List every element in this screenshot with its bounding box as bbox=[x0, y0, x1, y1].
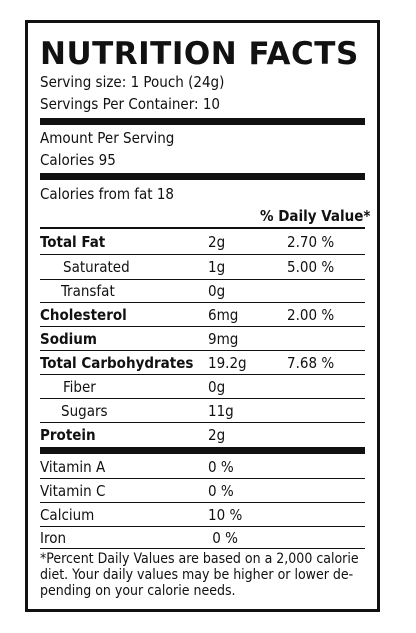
row-divider bbox=[40, 548, 365, 549]
daily-value-header: % Daily Value* bbox=[260, 207, 371, 225]
thick-divider bbox=[40, 173, 365, 180]
nutrient-amount: 6mg bbox=[208, 306, 239, 324]
vitamin-name: Calcium bbox=[40, 506, 95, 524]
nutrient-name: Total Fat bbox=[40, 233, 106, 251]
row-divider bbox=[40, 478, 365, 479]
nutrient-daily-value: 7.68 % bbox=[287, 354, 335, 372]
nutrient-amount: 0g bbox=[208, 282, 226, 300]
nutrition-facts-panel: NUTRITION FACTS Serving size: 1 Pouch (2… bbox=[25, 20, 380, 612]
nutrient-amount: 1g bbox=[208, 258, 226, 276]
row-divider bbox=[40, 422, 365, 423]
row-divider bbox=[40, 326, 365, 327]
nutrient-daily-value: 2.00 % bbox=[287, 306, 335, 324]
vitamin-name: Iron bbox=[40, 529, 67, 547]
nutrient-name: Total Carbohydrates bbox=[40, 354, 194, 372]
nutrient-daily-value: 5.00 % bbox=[287, 258, 335, 276]
row-divider bbox=[40, 254, 365, 255]
nutrient-amount: 9mg bbox=[208, 330, 239, 348]
nutrient-daily-value: 2.70 % bbox=[287, 233, 335, 251]
vitamin-daily-value: 0 % bbox=[208, 458, 234, 476]
nutrient-amount: 2g bbox=[208, 426, 226, 444]
thick-divider bbox=[40, 118, 365, 125]
servings-per-container: Servings Per Container: 10 bbox=[40, 95, 221, 113]
row-divider bbox=[40, 350, 365, 351]
footnote: *Percent Daily Values are based on a 2,0… bbox=[40, 551, 359, 599]
nutrient-name: Transfat bbox=[61, 282, 115, 300]
vitamin-name: Vitamin A bbox=[40, 458, 106, 476]
nutrient-amount: 11g bbox=[208, 402, 234, 420]
row-divider bbox=[40, 502, 365, 503]
vitamin-daily-value: 0 % bbox=[208, 529, 238, 547]
calories: Calories 95 bbox=[40, 151, 116, 169]
row-divider bbox=[40, 398, 365, 399]
medium-divider bbox=[40, 227, 365, 229]
calories-from-fat: Calories from fat 18 bbox=[40, 185, 175, 203]
nutrition-title: NUTRITION FACTS bbox=[40, 36, 359, 72]
thick-divider bbox=[40, 447, 365, 454]
vitamin-name: Vitamin C bbox=[40, 482, 106, 500]
row-divider bbox=[40, 302, 365, 303]
nutrient-amount: 19.2g bbox=[208, 354, 247, 372]
nutrient-name: Cholesterol bbox=[40, 306, 127, 324]
row-divider bbox=[40, 526, 365, 527]
nutrient-name: Protein bbox=[40, 426, 96, 444]
nutrient-name: Saturated bbox=[63, 258, 130, 276]
vitamin-daily-value: 10 % bbox=[208, 506, 243, 524]
nutrient-amount: 0g bbox=[208, 378, 226, 396]
nutrient-name: Sugars bbox=[61, 402, 108, 420]
amount-per-serving: Amount Per Serving bbox=[40, 129, 175, 147]
vitamin-daily-value: 0 % bbox=[208, 482, 234, 500]
nutrient-amount: 2g bbox=[208, 233, 226, 251]
row-divider bbox=[40, 279, 365, 280]
row-divider bbox=[40, 374, 365, 375]
serving-size: Serving size: 1 Pouch (24g) bbox=[40, 73, 225, 91]
nutrient-name: Fiber bbox=[63, 378, 96, 396]
nutrient-name: Sodium bbox=[40, 330, 97, 348]
